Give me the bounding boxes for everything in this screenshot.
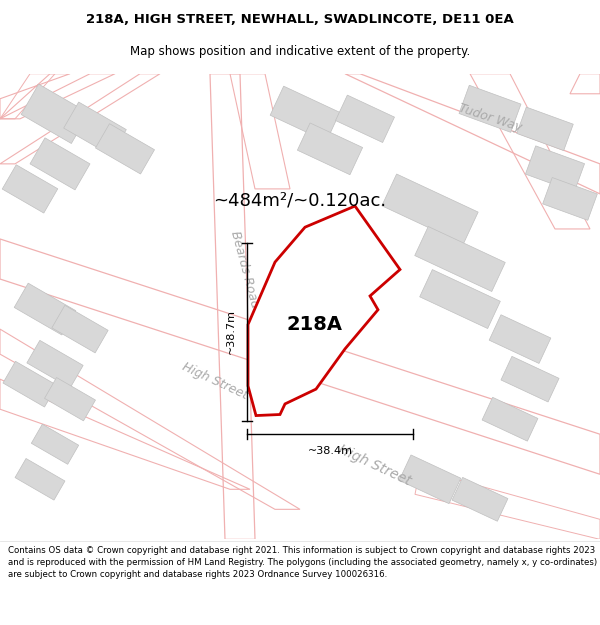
Polygon shape [482,398,538,441]
Text: Contains OS data © Crown copyright and database right 2021. This information is : Contains OS data © Crown copyright and d… [8,546,597,579]
Text: Tudor Way: Tudor Way [457,102,523,134]
Text: ~38.7m: ~38.7m [226,309,236,354]
Polygon shape [298,123,362,175]
Polygon shape [52,305,108,353]
Polygon shape [14,283,76,335]
Polygon shape [501,356,559,402]
Polygon shape [30,138,90,190]
Polygon shape [399,455,461,504]
Polygon shape [95,124,155,174]
Text: 218A, HIGH STREET, NEWHALL, SWADLINCOTE, DE11 0EA: 218A, HIGH STREET, NEWHALL, SWADLINCOTE,… [86,13,514,26]
Text: High Street: High Street [180,360,250,401]
Polygon shape [64,102,127,156]
Polygon shape [3,361,57,407]
Polygon shape [415,226,505,291]
Polygon shape [517,107,573,151]
Polygon shape [44,378,95,421]
Polygon shape [452,478,508,521]
Polygon shape [382,174,478,244]
Polygon shape [31,424,79,464]
Polygon shape [459,85,521,132]
Polygon shape [489,315,551,364]
Text: ~38.4m: ~38.4m [308,446,353,456]
Polygon shape [21,84,89,144]
Text: High Street: High Street [337,442,413,488]
Polygon shape [270,86,340,141]
Polygon shape [419,269,500,329]
Text: Map shows position and indicative extent of the property.: Map shows position and indicative extent… [130,46,470,58]
Polygon shape [27,341,83,388]
Polygon shape [335,95,394,142]
Polygon shape [15,459,65,500]
Polygon shape [526,146,584,192]
Polygon shape [2,165,58,213]
Polygon shape [542,177,598,220]
Text: ~484m²/~0.120ac.: ~484m²/~0.120ac. [214,192,386,210]
Polygon shape [248,206,400,416]
Text: Beards Road: Beards Road [229,229,262,309]
Text: 218A: 218A [287,314,343,334]
